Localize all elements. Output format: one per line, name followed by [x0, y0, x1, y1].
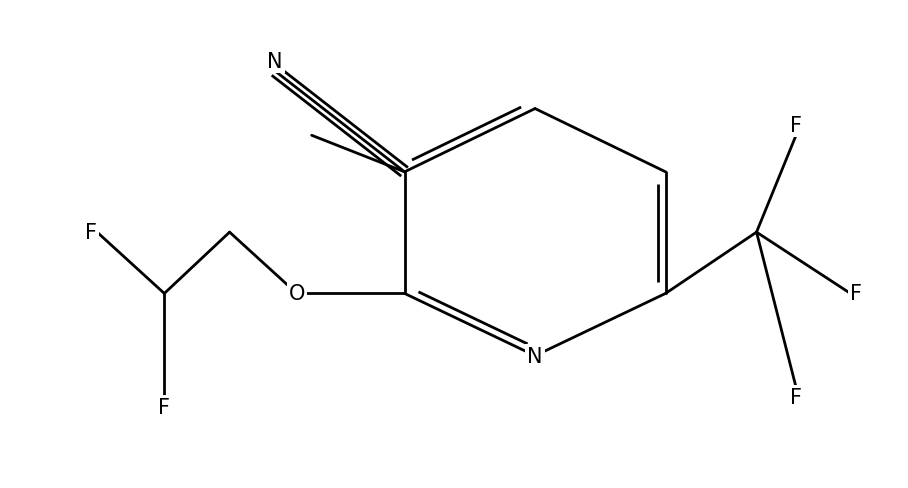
Text: N: N [267, 52, 282, 72]
Text: F: F [158, 397, 171, 417]
Text: F: F [790, 387, 802, 407]
Text: F: F [790, 116, 802, 136]
Text: F: F [851, 284, 863, 304]
Text: N: N [528, 346, 543, 366]
Text: O: O [289, 284, 305, 304]
Text: F: F [85, 223, 97, 243]
